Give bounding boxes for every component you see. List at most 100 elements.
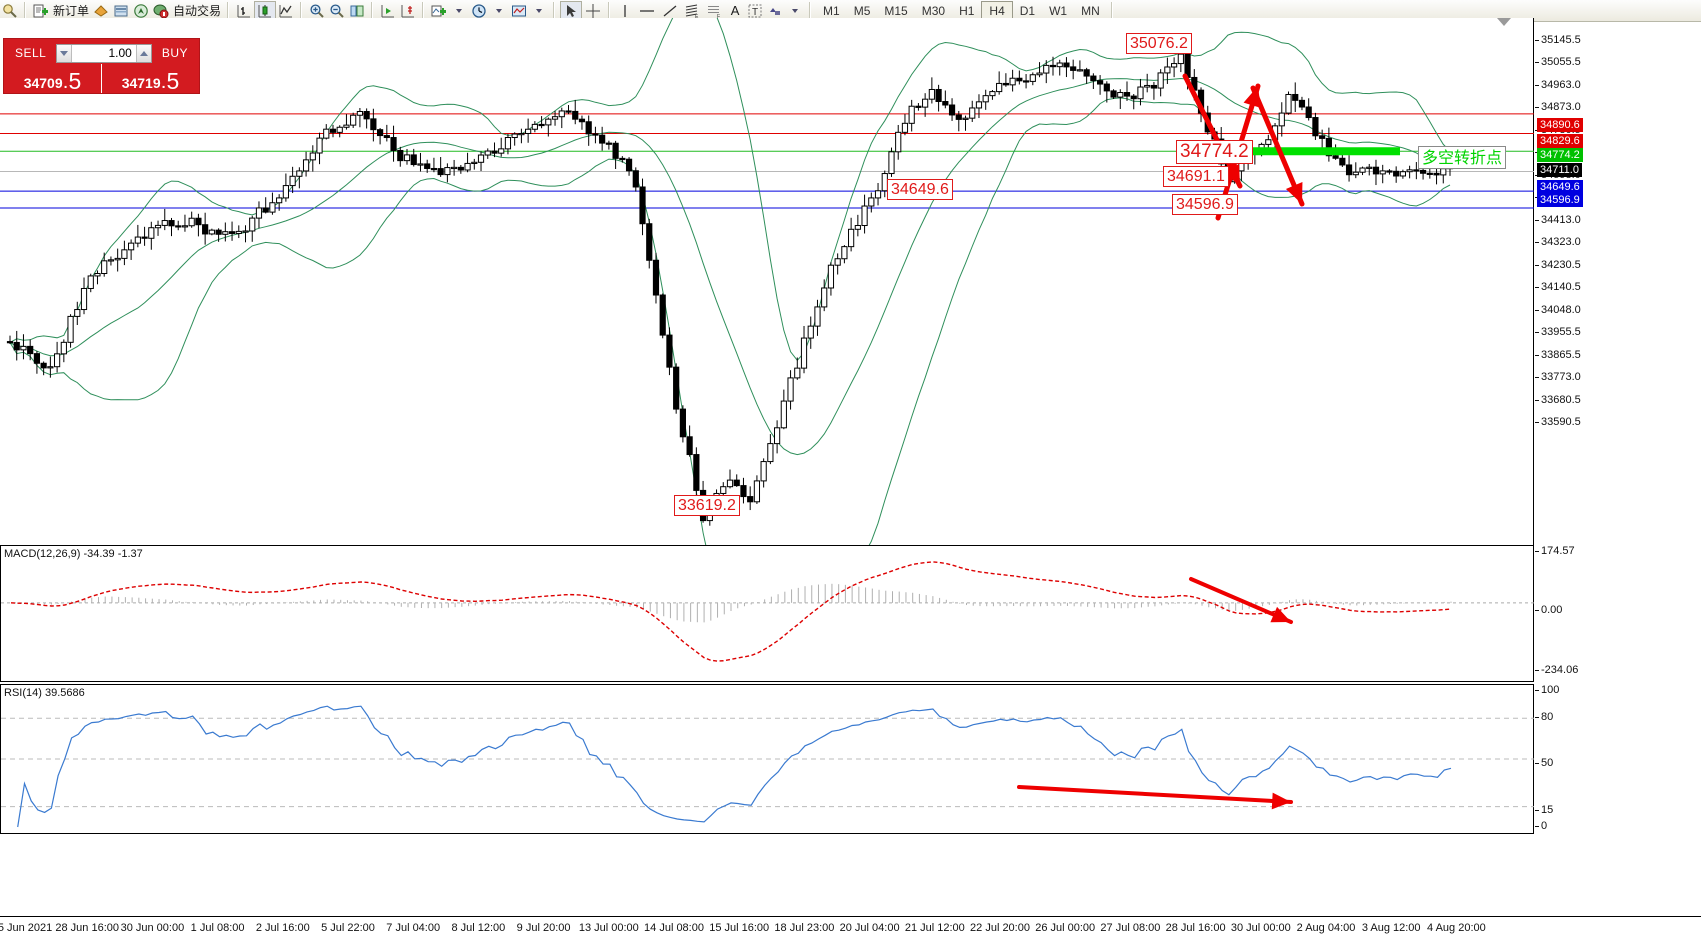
buy-button[interactable]: BUY <box>161 46 188 60</box>
chart-area[interactable]: MACD(12,26,9) -34.39 -1.37 RSI(14) 39.56… <box>0 14 1701 938</box>
price-tag-support-line[interactable]: 34596.9 <box>1537 193 1583 207</box>
timeframe-d1[interactable]: D1 <box>1019 3 1036 18</box>
time-axis-tick: 18 Jul 23:00 <box>774 922 835 934</box>
sell-button[interactable]: SELL <box>15 46 47 60</box>
time-axis-tick: 27 Jul 08:00 <box>1100 922 1161 934</box>
toolbar-separator <box>227 1 231 20</box>
price-axis-tick: 34963.0 <box>1535 79 1581 91</box>
timeframe-m5[interactable]: M5 <box>853 3 871 18</box>
macd-pane[interactable]: MACD(12,26,9) -34.39 -1.37 <box>0 545 1534 682</box>
auto-trade-label[interactable]: 自动交易 <box>173 4 222 18</box>
timeframe-mn[interactable]: MN <box>1081 3 1100 18</box>
annotation-34649[interactable]: 34649.6 <box>887 179 953 200</box>
macd-label: MACD(12,26,9) -34.39 -1.37 <box>4 548 143 560</box>
rsi-axis: 100 80 50 15 0 <box>1534 684 1701 834</box>
price-axis-tick: 34873.0 <box>1535 101 1581 113</box>
time-axis-tick: 3 Aug 12:00 <box>1361 922 1421 934</box>
timeframe-w1[interactable]: W1 <box>1049 3 1068 18</box>
toolbar-separator <box>608 1 612 20</box>
grid-icon[interactable] <box>347 1 367 21</box>
chevron-down-icon[interactable] <box>785 1 805 21</box>
text-label-icon[interactable]: A <box>730 3 740 18</box>
shift-end-icon[interactable] <box>378 1 398 21</box>
rsi-axis-tick: 15 <box>1534 804 1554 816</box>
time-axis-tick: 30 Jul 00:00 <box>1230 922 1291 934</box>
annotation-34774[interactable]: 34774.2 <box>1176 140 1253 164</box>
text-box-icon[interactable]: T <box>745 1 765 21</box>
price-tag-current-price[interactable]: 34711.0 <box>1537 163 1582 177</box>
rsi-pane[interactable]: RSI(14) 39.5686 <box>0 684 1534 834</box>
timeframe-h1[interactable]: H1 <box>959 3 975 18</box>
channel-icon[interactable]: F <box>703 1 725 21</box>
price-axis-tick: 34230.5 <box>1535 259 1581 271</box>
buy-price[interactable]: 34719 . 5 <box>101 64 199 93</box>
rsi-axis-tick: 100 <box>1534 684 1560 696</box>
volume-increase-button[interactable] <box>135 44 151 62</box>
zoom-in-icon[interactable] <box>307 1 327 21</box>
buy-price-integer: 34719 <box>121 75 161 91</box>
data-window-icon[interactable] <box>111 1 131 21</box>
price-decimal-separator: . <box>63 75 68 91</box>
volume-value[interactable]: 1.00 <box>108 45 132 60</box>
auto-trade-icon[interactable] <box>151 1 171 21</box>
volume-stepper[interactable]: 1.00 <box>56 43 152 63</box>
annotation-34691[interactable]: 34691.1 <box>1163 166 1229 187</box>
macd-axis-tick: 174.57 <box>1535 545 1575 557</box>
timeframe-h4[interactable]: H4 <box>981 1 1013 20</box>
fibonacci-icon[interactable]: E <box>681 1 703 21</box>
trendline-icon[interactable] <box>659 1 681 21</box>
sell-price[interactable]: 34709 . 5 <box>4 64 101 93</box>
shapes-icon[interactable] <box>765 1 785 21</box>
line-chart-icon[interactable] <box>276 1 296 21</box>
bar-chart-icon[interactable] <box>234 1 254 21</box>
time-axis-tick: 20 Jul 04:00 <box>839 922 900 934</box>
svg-text:F: F <box>717 14 720 19</box>
annotation-33619[interactable]: 33619.2 <box>674 495 740 516</box>
new-order-icon[interactable] <box>31 1 51 21</box>
timeframe-m1[interactable]: M1 <box>823 3 840 18</box>
crosshair-icon[interactable] <box>582 1 604 21</box>
vline-icon[interactable] <box>615 1 635 21</box>
timeframe-m15[interactable]: M15 <box>884 3 908 18</box>
zoom-out-icon[interactable] <box>327 1 347 21</box>
new-order-label[interactable]: 新订单 <box>53 4 90 18</box>
timeframe-m30[interactable]: M30 <box>921 3 946 18</box>
volume-decrease-button[interactable] <box>57 44 73 62</box>
chevron-down-icon[interactable] <box>489 1 509 21</box>
annotation-chinese-note[interactable]: 多空转折点 <box>1418 146 1507 169</box>
hline-icon[interactable] <box>635 1 659 21</box>
time-axis-tick: 26 Jul 00:00 <box>1035 922 1096 934</box>
navigator-icon[interactable] <box>131 1 151 21</box>
chevron-down-icon[interactable] <box>529 1 549 21</box>
chevron-down-icon[interactable] <box>449 1 469 21</box>
time-axis-tick: 15 Jul 16:00 <box>709 922 770 934</box>
svg-text:E: E <box>695 14 699 19</box>
sell-price-integer: 34709 <box>23 75 63 91</box>
price-tag-resistance-line[interactable]: 34890.6 <box>1537 118 1583 132</box>
annotation-34596[interactable]: 34596.9 <box>1172 194 1238 215</box>
price-tag-support-line[interactable]: 34649.6 <box>1537 180 1583 194</box>
auto-scroll-icon[interactable] <box>398 1 418 21</box>
time-axis-tick: 25 Jun 2021 <box>0 922 53 934</box>
main-price-pane[interactable] <box>0 18 1534 545</box>
period-icon[interactable] <box>469 1 489 21</box>
annotation-35076[interactable]: 35076.2 <box>1126 33 1192 54</box>
macd-axis-tick: -234.06 <box>1534 664 1579 676</box>
expert-advisor-icon[interactable] <box>91 1 111 21</box>
toolbar-separator <box>809 1 813 20</box>
indicators-icon[interactable] <box>429 1 449 21</box>
templates-icon[interactable] <box>509 1 529 21</box>
chart-scroll-triangle-icon[interactable] <box>1497 18 1511 26</box>
price-tag-pivot-line[interactable]: 34774.2 <box>1537 148 1583 162</box>
magnifier-icon[interactable] <box>0 1 20 21</box>
price-axis[interactable]: 35145.535055.534963.034873.034780.534688… <box>1535 18 1701 545</box>
time-axis-tick: 2 Aug 04:00 <box>1296 922 1356 934</box>
toolbar-separator <box>422 1 426 20</box>
toolbar-separator <box>1110 1 1114 20</box>
price-axis-tick: 34413.0 <box>1535 214 1581 226</box>
candlestick-chart-icon[interactable] <box>254 0 277 21</box>
rsi-axis-tick: 80 <box>1534 711 1554 723</box>
price-tag-resistance-line[interactable]: 34829.6 <box>1537 134 1583 148</box>
one-click-trading-panel[interactable]: SELL 1.00 BUY 34709 . 5 34719 . 5 <box>3 38 200 94</box>
